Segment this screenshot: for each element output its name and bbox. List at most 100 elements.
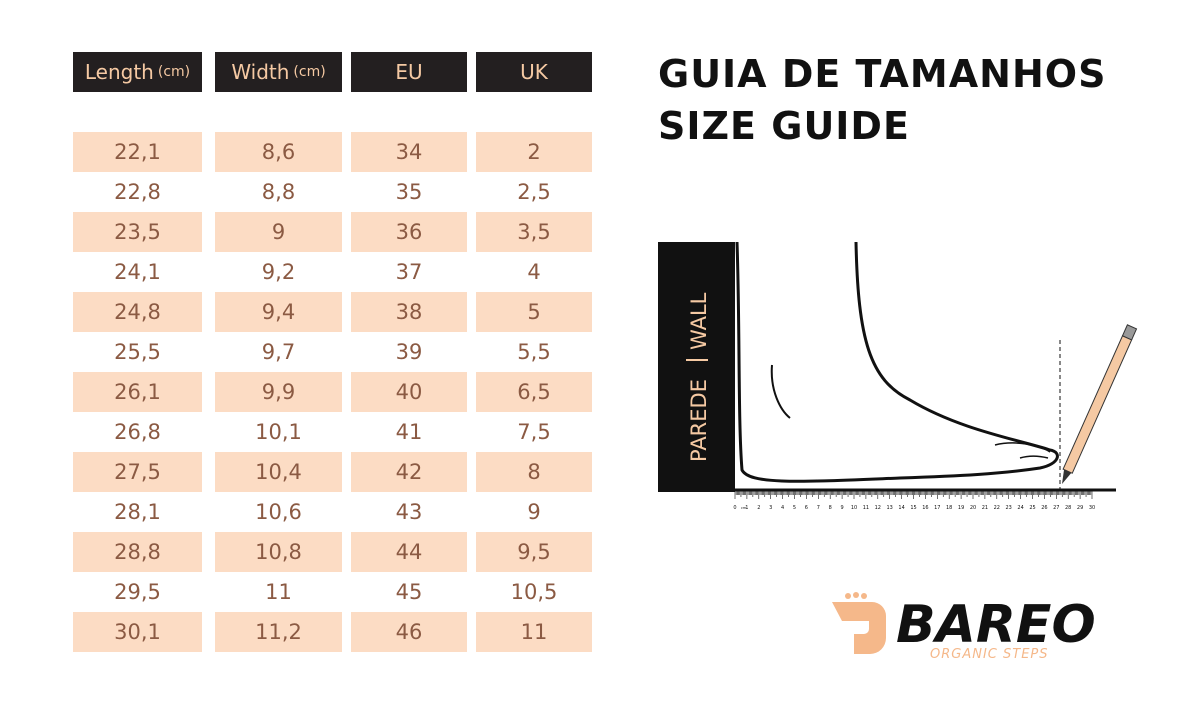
ruler-label: 18	[946, 505, 952, 511]
header-cell: UK	[476, 52, 592, 92]
table-cell: 11,2	[215, 612, 342, 652]
table-cell: 4	[527, 260, 541, 284]
table-cell: 9	[527, 500, 541, 524]
ruler-label: 6	[805, 505, 808, 511]
header-label: Length	[84, 60, 154, 84]
table-cell: 43	[395, 500, 423, 524]
foot	[735, 241, 1059, 483]
ruler-label: 21	[982, 505, 988, 511]
foot-detail	[770, 364, 791, 419]
ruler-label: 11	[863, 505, 869, 511]
ruler-label: 19	[958, 505, 964, 511]
table-cell: 28,8	[73, 532, 202, 572]
ruler-label: 27	[1053, 505, 1059, 511]
header-label: Width	[231, 60, 290, 84]
ruler-label: 10	[851, 505, 857, 511]
table-cell: 7,5	[517, 420, 551, 444]
header-unit: (cm)	[157, 64, 191, 80]
logo-icon	[832, 602, 886, 654]
ruler-label: 16	[922, 505, 928, 511]
table-cell: 42	[351, 452, 467, 492]
title: GUIA DE TAMANHOS	[658, 52, 1107, 96]
table-cell: 45	[395, 580, 423, 604]
ruler-label: 8	[829, 505, 832, 511]
ruler-label: 7	[817, 505, 820, 511]
ruler-label: 0	[733, 505, 736, 511]
toes	[994, 442, 1051, 459]
table-cell: 3,5	[476, 212, 592, 252]
ruler-label: 15	[910, 505, 916, 511]
header-cell: Width (cm)	[215, 52, 342, 92]
header-cell: Length (cm)	[73, 52, 202, 92]
ruler-label: 1	[745, 505, 748, 511]
table-cell: 10,1	[255, 420, 302, 444]
ruler-unit: cm	[741, 506, 747, 510]
table-cell: 9,9	[215, 372, 342, 412]
table-cell: 9,7	[261, 340, 296, 364]
table-cell: 22,8	[114, 180, 161, 204]
table-cell: 30,1	[73, 612, 202, 652]
ruler-label: 29	[1077, 505, 1083, 511]
ruler-label: 14	[898, 505, 904, 511]
table-cell: 36	[351, 212, 467, 252]
ruler-label: 2	[757, 505, 760, 511]
ruler-label: 5	[793, 505, 796, 511]
table-cell: 5	[476, 292, 592, 332]
table-cell: 34	[351, 132, 467, 172]
title: SIZE GUIDE	[658, 104, 910, 148]
table-cell: 11	[265, 580, 292, 604]
table-cell: 27,5	[73, 452, 202, 492]
table-cell: 10,4	[215, 452, 342, 492]
ruler-label: 30	[1089, 505, 1095, 511]
table-cell: 9	[215, 212, 342, 252]
table-cell: 9,4	[215, 292, 342, 332]
table-cell: 23,5	[73, 212, 202, 252]
table-cell: 9,5	[476, 532, 592, 572]
table-cell: 10,6	[255, 500, 302, 524]
table-cell: 24,1	[114, 260, 161, 284]
table-cell: 40	[351, 372, 467, 412]
wall-label: WALL	[687, 292, 711, 350]
logo-name: BAREO	[896, 595, 1096, 655]
table-cell: 38	[351, 292, 467, 332]
ruler-label: 25	[1029, 505, 1035, 511]
wall-label: PAREDE	[687, 379, 711, 462]
table-cell: 37	[395, 260, 423, 284]
table-cell: 39	[395, 340, 423, 364]
table-cell: 6,5	[476, 372, 592, 412]
table-cell: 44	[351, 532, 467, 572]
ruler-label: 28	[1065, 505, 1071, 511]
table-cell: 25,5	[114, 340, 161, 364]
table-cell: 29,5	[114, 580, 161, 604]
header-unit: (cm)	[293, 64, 326, 80]
table-cell: 26,8	[114, 420, 161, 444]
table-cell: 11	[476, 612, 592, 652]
table-cell: 26,1	[73, 372, 202, 412]
header-label: EU	[395, 60, 423, 84]
table-cell: 10,5	[510, 580, 558, 604]
ruler-label: 17	[934, 505, 940, 511]
table-cell: 35	[395, 180, 423, 204]
ruler-label: 24	[1017, 505, 1023, 511]
table-cell: 8,6	[215, 132, 342, 172]
table-cell: 8,8	[261, 180, 296, 204]
table-cell: 46	[351, 612, 467, 652]
ruler-label: 20	[970, 505, 976, 511]
table-cell: 24,8	[73, 292, 202, 332]
table-cell: 28,1	[114, 500, 161, 524]
table-cell: 8	[476, 452, 592, 492]
ruler-label: 13	[887, 505, 893, 511]
pencil	[1062, 324, 1138, 484]
table-cell: 2,5	[517, 180, 551, 204]
ruler-label: 3	[769, 505, 772, 511]
logo: BAREO ORGANIC STEPS	[832, 592, 1096, 662]
table-cell: 10,8	[215, 532, 342, 572]
table-cell: 41	[395, 420, 423, 444]
ruler-label: 23	[1006, 505, 1012, 511]
wall	[658, 242, 735, 492]
table-cell: 2	[476, 132, 592, 172]
logo-tagline: ORGANIC STEPS	[930, 647, 1049, 662]
table-cell: 22,1	[73, 132, 202, 172]
